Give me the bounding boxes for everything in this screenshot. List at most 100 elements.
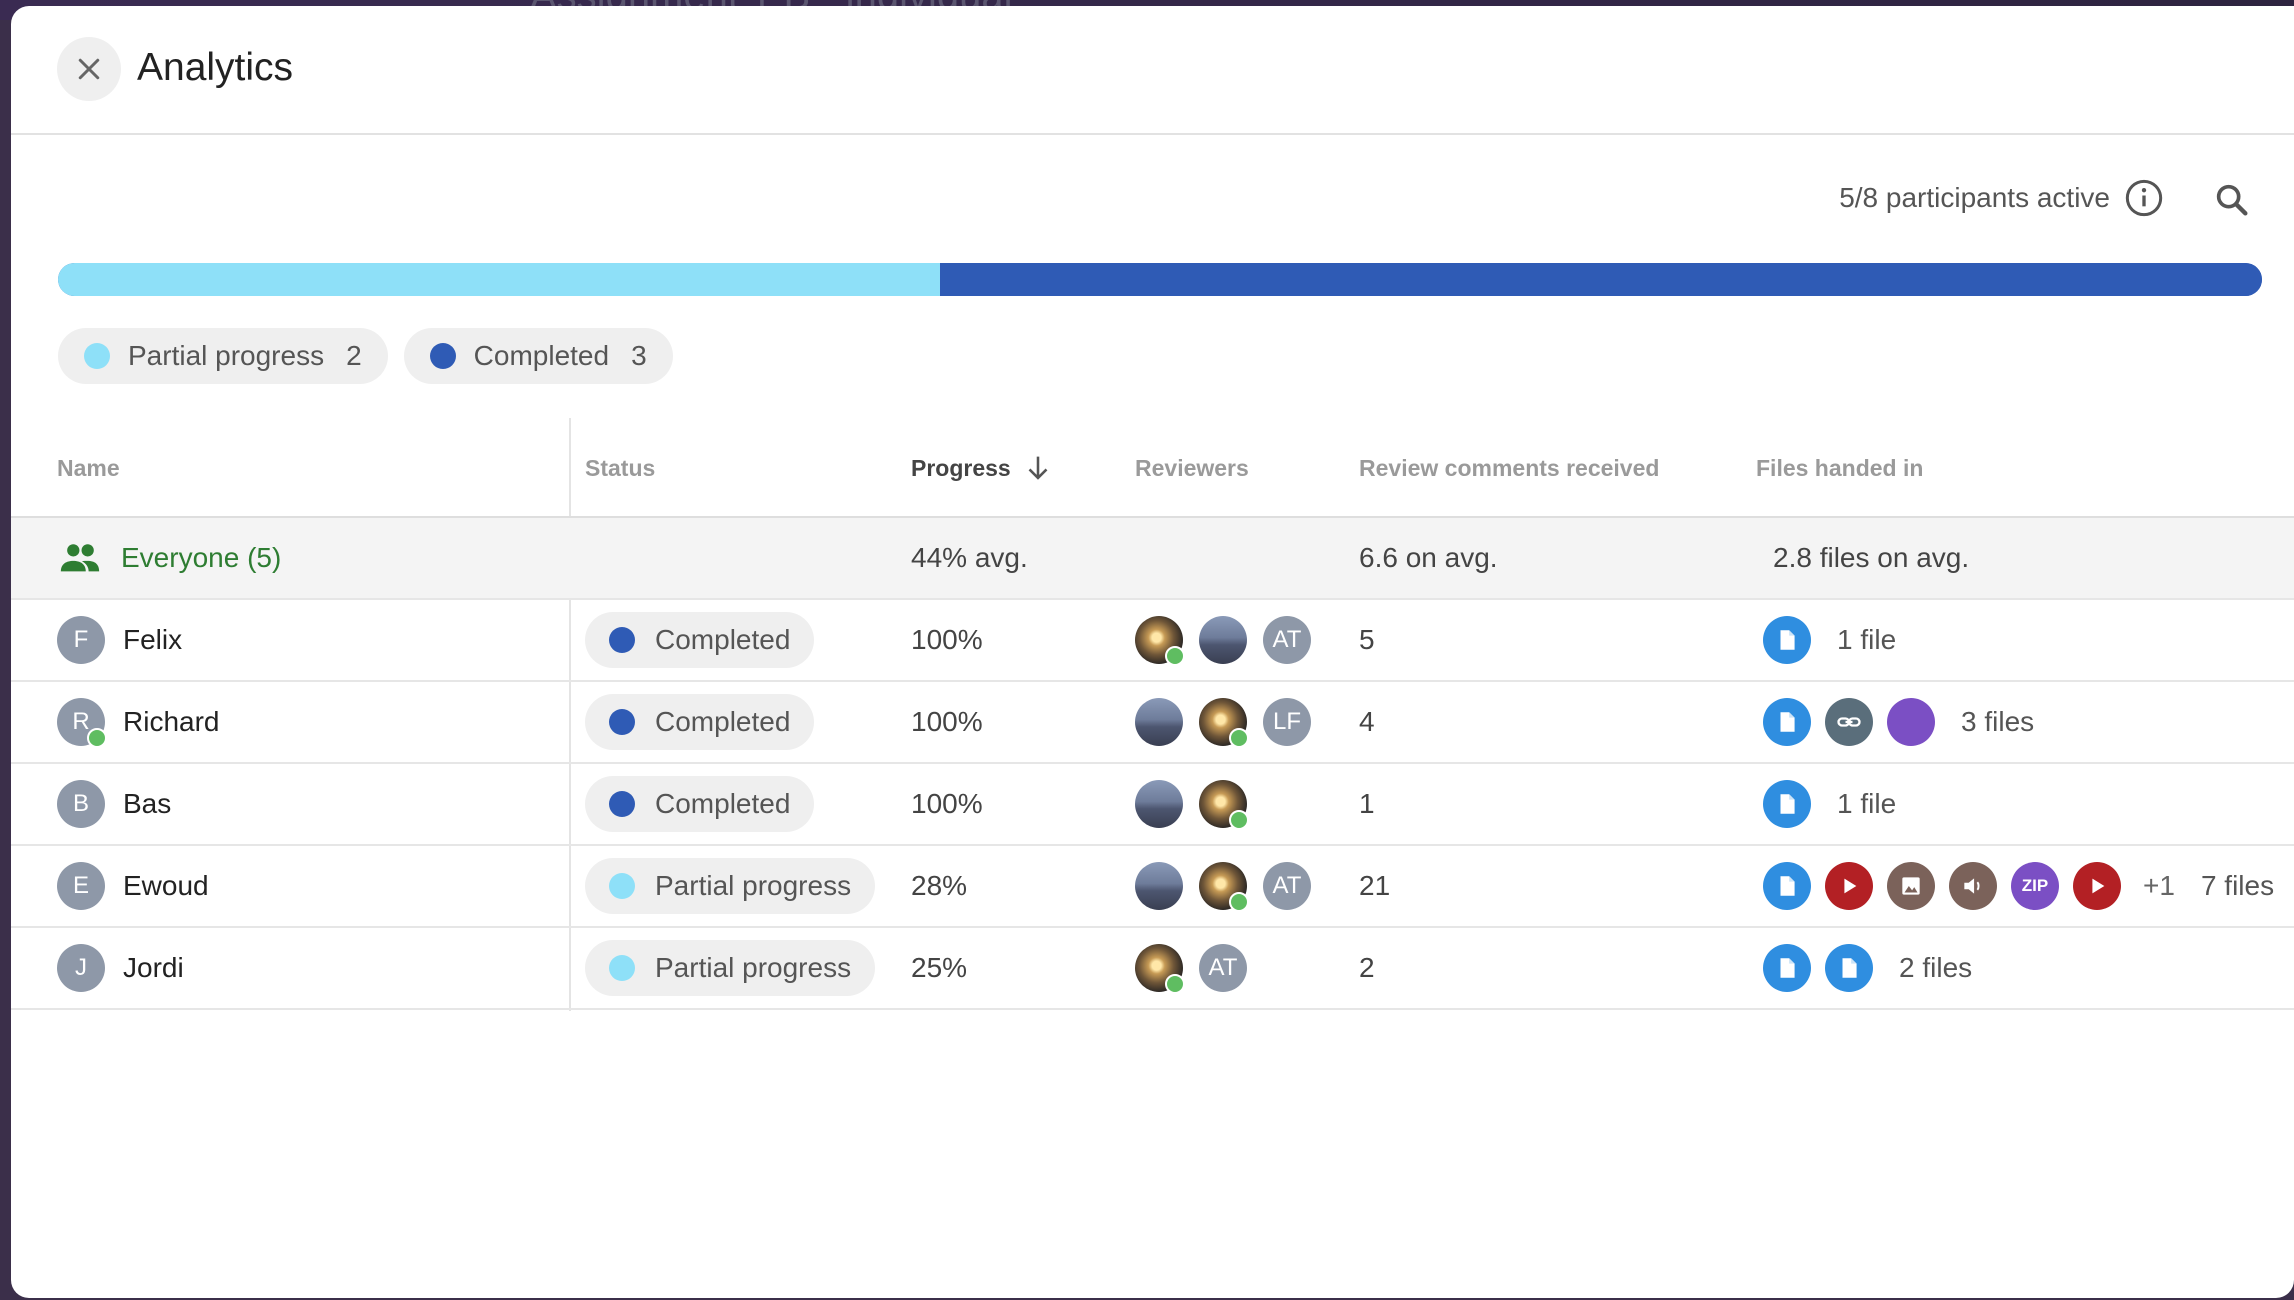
document-icon[interactable] [1763, 616, 1811, 664]
reviewer-avatar[interactable] [1199, 780, 1249, 830]
header-status[interactable]: Status [585, 455, 656, 481]
legend-label: Completed [473, 340, 610, 371]
online-indicator [87, 728, 107, 748]
table-row[interactable]: E Ewoud Partial progress 28% AT 21 ZIP +1 7 file… [11, 844, 2294, 926]
participant-name-cell: B Bas [57, 764, 171, 844]
table-row[interactable]: F Felix Completed 100% AT 5 1 file [11, 598, 2294, 680]
avatar: J [57, 944, 105, 992]
progress-value: 28% [911, 870, 968, 901]
reviewer-avatar[interactable] [1135, 616, 1185, 666]
files-cell: 1 file [1763, 764, 1896, 844]
header-progress-label: Progress [911, 454, 1011, 481]
partial-dot-icon [84, 343, 110, 369]
header-name[interactable]: Name [57, 455, 120, 481]
zip-icon[interactable]: ZIP [2011, 862, 2059, 910]
document-icon[interactable] [1763, 780, 1811, 828]
reviewers-cell: AT [1135, 846, 1311, 926]
audio-icon[interactable] [1949, 862, 1997, 910]
status-label: Completed [655, 624, 791, 655]
status-label: Partial progress [655, 870, 852, 901]
reviewer-avatar[interactable] [1199, 616, 1247, 664]
table-row[interactable]: J Jordi Partial progress 25% AT 2 2 files [11, 926, 2294, 1010]
reviewer-avatar[interactable] [1199, 698, 1249, 748]
everyone-files: 2.8 files on avg. [1773, 542, 1970, 573]
comments-count: 5 [1359, 624, 1375, 655]
arrow-down-icon [1028, 456, 1048, 480]
status-cell: Completed [585, 682, 815, 762]
table-header: Name Status Progress Reviewers Review co… [11, 418, 2294, 516]
participant-name: Richard [123, 706, 220, 737]
overall-progress-bar [58, 263, 2262, 296]
participants-active: 5/8 participants active [1839, 178, 2164, 218]
everyone-row[interactable]: Everyone (5) 44% avg. 6.6 on avg. 2.8 fi… [11, 516, 2294, 598]
purple-file-icon[interactable] [1887, 698, 1935, 746]
files-count-label: 1 file [1837, 624, 1897, 655]
online-indicator [1165, 646, 1185, 666]
partial-progress-segment [58, 263, 940, 296]
status-badge: Completed [585, 612, 815, 668]
video-play-icon[interactable] [2073, 862, 2121, 910]
close-icon [78, 58, 100, 80]
legend-label: Partial progress [128, 340, 325, 371]
image-icon[interactable] [1887, 862, 1935, 910]
comments-count: 4 [1359, 706, 1375, 737]
files-count-label: 7 files [2200, 870, 2275, 901]
header-reviewers[interactable]: Reviewers [1135, 455, 1249, 481]
document-icon[interactable] [1763, 862, 1811, 910]
reviewer-photo [1199, 616, 1247, 664]
progress-value: 100% [911, 624, 983, 655]
reviewer-avatar[interactable] [1135, 944, 1185, 994]
reviewer-initials: AT [1263, 616, 1311, 664]
document-icon[interactable] [1825, 944, 1873, 992]
reviewer-avatar[interactable] [1135, 862, 1183, 910]
avatar: B [57, 780, 105, 828]
participant-name-cell: E Ewoud [57, 846, 209, 926]
info-icon[interactable] [2124, 178, 2164, 218]
status-dot-icon [609, 791, 635, 817]
reviewers-cell: LF [1135, 682, 1311, 762]
reviewer-avatar[interactable] [1135, 780, 1183, 828]
participant-name: Felix [123, 624, 183, 655]
progress-value: 25% [911, 952, 968, 983]
reviewer-avatar[interactable]: LF [1263, 698, 1311, 746]
reviewer-avatar[interactable]: AT [1263, 862, 1311, 910]
video-play-icon[interactable] [1825, 862, 1873, 910]
everyone-progress: 44% avg. [911, 542, 1028, 573]
document-icon[interactable] [1763, 698, 1811, 746]
reviewer-photo [1135, 698, 1183, 746]
analytics-dialog: Analytics 5/8 participants active Partia… [11, 6, 2294, 1298]
participant-name: Bas [123, 788, 172, 819]
status-cell: Partial progress [585, 846, 876, 926]
link-icon[interactable] [1825, 698, 1873, 746]
header-progress[interactable]: Progress [911, 451, 1055, 485]
comments-count: 2 [1359, 952, 1375, 983]
reviewer-avatar[interactable]: AT [1199, 944, 1247, 992]
table-row[interactable]: B Bas Completed 100% 1 1 file [11, 762, 2294, 844]
progress-value: 100% [911, 706, 983, 737]
reviewer-initials: AT [1199, 944, 1247, 992]
header-comments[interactable]: Review comments received [1359, 455, 1660, 481]
search-icon [2216, 184, 2248, 216]
status-badge: Completed [585, 694, 815, 750]
document-icon[interactable] [1763, 944, 1811, 992]
participant-name-cell: F Felix [57, 600, 182, 680]
header-files[interactable]: Files handed in [1756, 455, 1924, 481]
reviewer-avatar[interactable] [1135, 698, 1183, 746]
files-cell: ZIP +1 7 files [1763, 846, 2274, 926]
files-cell: 3 files [1763, 682, 2034, 762]
more-files-count[interactable]: +1 [2143, 870, 2175, 901]
participants-active-label: 5/8 participants active [1839, 182, 2110, 213]
reviewer-avatar[interactable]: AT [1263, 616, 1311, 664]
reviewer-avatar[interactable] [1199, 862, 1249, 912]
close-button[interactable] [57, 37, 121, 101]
legend-partial-progress[interactable]: Partial progress 2 [58, 328, 388, 384]
reviewer-photo [1135, 780, 1183, 828]
table-row[interactable]: R Richard Completed 100% LF 4 3 files [11, 680, 2294, 762]
search-button[interactable] [2206, 174, 2258, 226]
participant-name-cell: R Richard [57, 682, 219, 762]
progress-value: 100% [911, 788, 983, 819]
comments-count: 1 [1359, 788, 1375, 819]
legend-completed[interactable]: Completed 3 [403, 328, 673, 384]
everyone-name: Everyone (5) [57, 518, 281, 598]
everyone-label: Everyone (5) [121, 542, 282, 573]
